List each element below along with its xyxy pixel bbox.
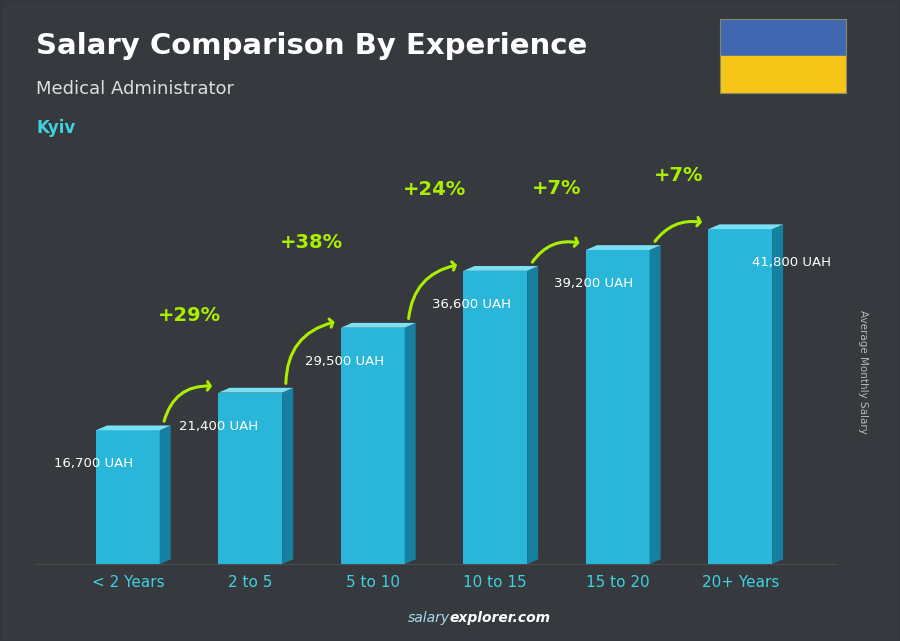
Bar — [96, 430, 159, 564]
Text: 29,500 UAH: 29,500 UAH — [305, 354, 384, 368]
Polygon shape — [464, 266, 538, 271]
Text: salary: salary — [408, 611, 450, 625]
Text: Kyiv: Kyiv — [36, 119, 76, 137]
Text: +7%: +7% — [654, 166, 704, 185]
Text: 21,400 UAH: 21,400 UAH — [179, 420, 258, 433]
Text: +7%: +7% — [532, 179, 581, 198]
Polygon shape — [772, 224, 783, 564]
Text: +29%: +29% — [158, 306, 220, 324]
Polygon shape — [708, 224, 783, 229]
Polygon shape — [527, 266, 538, 564]
Bar — [708, 229, 772, 564]
Bar — [586, 250, 650, 564]
Text: Average Monthly Salary: Average Monthly Salary — [859, 310, 868, 434]
Polygon shape — [586, 245, 661, 250]
Polygon shape — [96, 426, 171, 430]
Text: Medical Administrator: Medical Administrator — [36, 80, 234, 98]
Text: 36,600 UAH: 36,600 UAH — [432, 297, 510, 311]
Text: explorer.com: explorer.com — [450, 611, 551, 625]
Polygon shape — [219, 388, 293, 392]
Bar — [464, 271, 527, 564]
Text: 16,700 UAH: 16,700 UAH — [54, 457, 133, 470]
Polygon shape — [283, 388, 293, 564]
Bar — [219, 392, 283, 564]
Text: 41,800 UAH: 41,800 UAH — [752, 256, 832, 269]
Polygon shape — [159, 426, 171, 564]
Polygon shape — [405, 323, 416, 564]
Bar — [341, 328, 405, 564]
Bar — [720, 19, 846, 56]
Text: +24%: +24% — [402, 179, 465, 199]
Polygon shape — [650, 245, 661, 564]
Text: 39,200 UAH: 39,200 UAH — [554, 277, 634, 290]
Text: +38%: +38% — [280, 233, 343, 252]
Polygon shape — [341, 323, 416, 328]
Text: Salary Comparison By Experience: Salary Comparison By Experience — [36, 32, 587, 60]
Bar — [720, 56, 846, 93]
